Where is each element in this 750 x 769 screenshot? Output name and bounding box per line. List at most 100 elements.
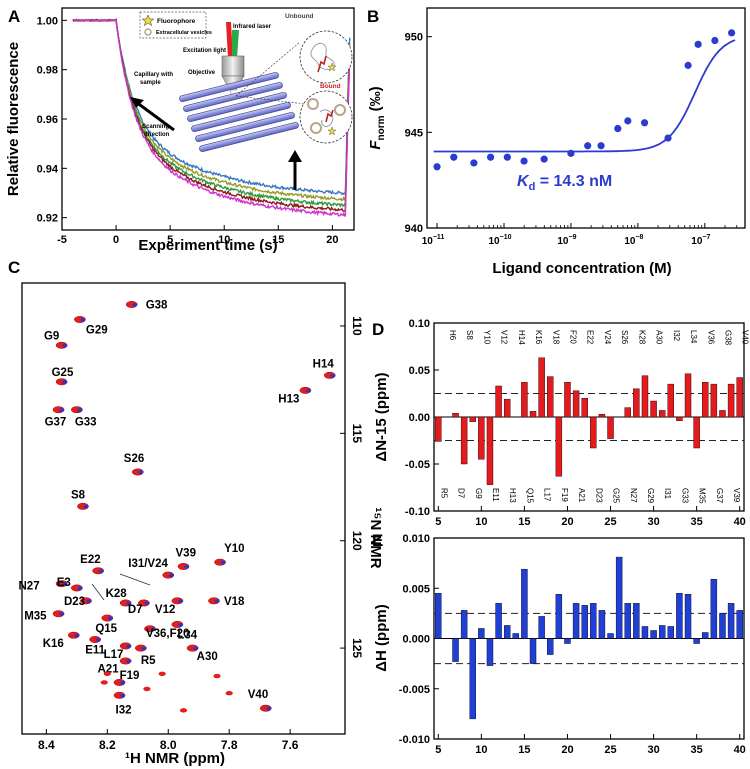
nmr-peak-shift: [126, 644, 132, 649]
bar: [727, 383, 735, 418]
bar: [684, 594, 692, 639]
inset-scanning-label-2: direction: [144, 132, 170, 138]
x-tick-label: 35: [691, 516, 703, 528]
bar: [452, 638, 459, 662]
kd-rest: = 14.3 nM: [535, 173, 612, 190]
nmr-peak-shift: [62, 582, 68, 586]
residue-label-bottom: L17: [543, 488, 552, 502]
residue-label-top: V36: [706, 330, 715, 345]
y-tick-label: 125: [350, 638, 364, 658]
panel-b-points: [433, 29, 736, 171]
bound-zoom-circle: [299, 90, 353, 144]
bar: [719, 410, 726, 418]
residue-label-bottom: D7: [457, 488, 466, 499]
nmr-peak-shift: [266, 706, 272, 711]
data-point: [470, 159, 478, 167]
infrared-laser-beam: [226, 22, 233, 58]
x-tick-label: 10−9: [557, 234, 576, 247]
data-point: [540, 155, 548, 163]
inset-capillary-label: Capillary with: [134, 72, 173, 78]
nmr-peak-shift: [178, 599, 183, 604]
data-point: [584, 142, 592, 150]
x-tick-label: 10: [475, 516, 487, 528]
unbound-fluorophore-icon: [327, 62, 337, 72]
nmr-peak-minor: [225, 690, 233, 696]
y-tick-label: -0.005: [399, 684, 430, 696]
bar: [615, 556, 623, 639]
bar: [555, 594, 563, 639]
residue-label-top: F20: [568, 330, 577, 344]
peak-label: R5: [141, 655, 156, 667]
bar: [581, 398, 588, 418]
residue-label-bottom: M35: [698, 488, 707, 504]
peak-label: G29: [86, 325, 108, 337]
fluorophore-star-icon: [141, 14, 155, 27]
bound-ligand-icon: [325, 109, 334, 123]
bar: [693, 416, 700, 449]
peak-label: M35: [24, 611, 47, 623]
kd-sub: d: [529, 181, 536, 193]
nmr-peak-shift: [178, 623, 183, 627]
nmr-peak-shift: [120, 681, 125, 685]
residue-label-top: V12: [500, 330, 509, 345]
bar: [538, 357, 545, 418]
data-point: [503, 153, 511, 161]
residue-label-bottom: F19: [560, 488, 569, 502]
data-point: [614, 124, 622, 133]
panel-c-ylabel: ¹⁵N NMR: [367, 507, 384, 568]
x-tick-label: 8.2: [99, 738, 116, 752]
bar: [435, 593, 442, 639]
peak-label: L17: [104, 649, 124, 661]
x-tick-label: 10: [475, 744, 487, 756]
nmr-peak-minor: [158, 671, 166, 677]
peak-label: N27: [19, 581, 40, 593]
nmr-peak-shift: [107, 616, 113, 621]
nmr-peak-shift: [77, 586, 83, 591]
nmr-peak-shift: [305, 388, 311, 393]
panel-a-ylabel: Relative fluorescence: [5, 42, 22, 196]
x-tick-exponent: −10: [500, 234, 512, 241]
bar: [486, 416, 494, 485]
bar: [710, 579, 718, 639]
x-tick-label: 7.6: [282, 738, 299, 752]
inset-infrared-label: Infrared laser: [233, 24, 272, 30]
peak-label: Q15: [95, 623, 117, 635]
x-tick-exponent: −9: [569, 234, 577, 241]
bar: [641, 626, 649, 639]
change-arrow-head: [288, 150, 302, 162]
peak-label: H14: [313, 358, 335, 370]
fnorm-f: F: [367, 140, 384, 150]
panel-a-series: [72, 17, 351, 217]
fnorm-sub: norm: [376, 115, 387, 140]
bar: [521, 568, 528, 639]
panel-e-bars: -0.010 -0.005 0.000 0.005 0.010 5 10 15 20 25 30 35…: [399, 533, 746, 756]
vesicle-legend-icon: [144, 28, 152, 36]
bar: [667, 383, 675, 418]
objective-lens-body: [221, 55, 245, 77]
residue-label-bottom: G33: [680, 488, 689, 504]
bar: [460, 416, 468, 465]
bar: [572, 390, 580, 418]
bar: [538, 616, 545, 639]
bar: [624, 603, 631, 639]
panel-c-axis-ticks: 8.4 8.2 8.0 7.8 7.6 110 115 120 125: [38, 316, 364, 752]
x-tick-label: 40: [734, 744, 746, 756]
y-tick-label: 0.010: [402, 533, 430, 545]
peak-label: D23: [64, 596, 85, 608]
y-tick-label: 120: [350, 531, 364, 551]
x-tick-label: 40: [734, 516, 746, 528]
bar: [495, 385, 502, 418]
nmr-peak-shift: [62, 380, 68, 384]
bar: [693, 638, 700, 644]
bar: [607, 416, 614, 439]
x-tick-label: 5: [435, 516, 441, 528]
bar: [719, 613, 726, 639]
bar: [581, 605, 588, 639]
panel-b-kd-annotation: Kd = 14.3 nM: [517, 173, 612, 193]
x-tick-exponent: −7: [702, 234, 710, 241]
panel-b-fit-curve: [433, 39, 736, 153]
unbound-ligand-icon: [317, 55, 327, 73]
peak-label: G25: [52, 367, 74, 379]
x-tick-label: 0: [113, 234, 119, 246]
